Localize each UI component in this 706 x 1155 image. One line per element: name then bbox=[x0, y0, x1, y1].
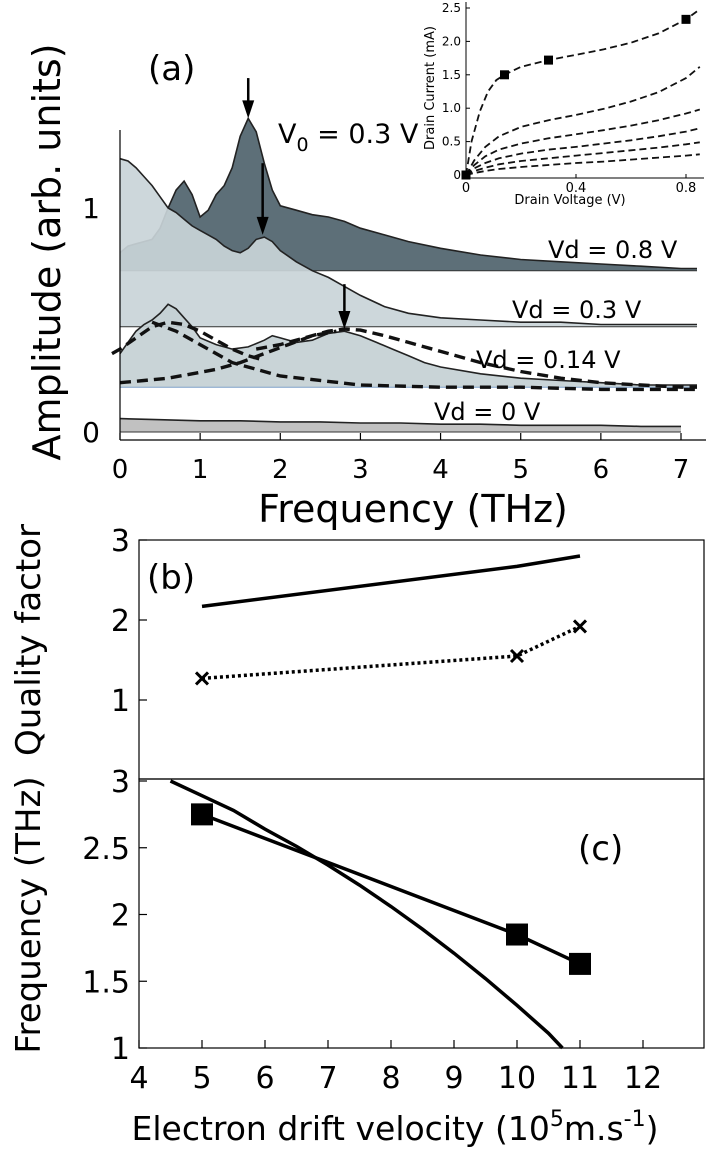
inset-x-tick-label-0: 0 bbox=[462, 181, 470, 196]
v0-annotation: V0 = 0.3 V bbox=[278, 119, 419, 156]
c-x-tick-label-4: 4 bbox=[129, 1061, 148, 1096]
a-x-tick-label-3: 3 bbox=[352, 455, 369, 485]
arrow-head-2 bbox=[338, 310, 351, 329]
curve-label-vd-0.3: Vd = 0.3 V bbox=[512, 296, 642, 324]
inset-iv-plot: 0 0.4 0.8 0 0.5 1.0 1.5 2.0 2.5 Drain Voltage (V… bbox=[422, 0, 706, 222]
inset-y-tick-label-2.5: 2.5 bbox=[442, 1, 461, 15]
inset-point-1 bbox=[500, 70, 509, 80]
series-fill-0 bbox=[120, 118, 697, 271]
a-x-tick-label-6: 6 bbox=[593, 455, 610, 485]
inset-x-axis-title: Drain Voltage (V) bbox=[514, 193, 625, 208]
c-experiment-point-1 bbox=[506, 923, 528, 946]
panel-c-label: (c) bbox=[578, 829, 623, 869]
b-y-tick-label-2: 2 bbox=[111, 604, 130, 639]
c-experiment-point-0 bbox=[191, 803, 213, 826]
arrow-head-0 bbox=[242, 100, 255, 119]
panel-b-label: (b) bbox=[147, 558, 195, 598]
a-x-tick-label-5: 5 bbox=[512, 455, 529, 485]
b-experiment-point-2 bbox=[572, 619, 588, 634]
c-x-tick-label-11: 11 bbox=[561, 1061, 599, 1096]
curve-label-vd-0: Vd = 0 V bbox=[434, 398, 541, 426]
inset-y-tick-label-1.0: 1.0 bbox=[442, 101, 461, 115]
panel-c: 4 5 6 7 8 9 10 11 12 1 1.5 2 2.5 3 (c) Frequency (THz… bbox=[9, 765, 705, 1148]
c-x-tick-label-10: 10 bbox=[498, 1061, 536, 1096]
c-x-tick-label-7: 7 bbox=[318, 1061, 337, 1096]
a-x-tick-label-4: 4 bbox=[432, 455, 449, 485]
a-y-axis-title: Amplitude (arb. units) bbox=[25, 43, 69, 460]
inset-point-3 bbox=[681, 14, 691, 24]
b-experiment-point-1 bbox=[509, 648, 525, 664]
c-theory-curve bbox=[169, 779, 564, 1050]
c-x-tick-label-9: 9 bbox=[444, 1061, 463, 1096]
fit-curve-2 bbox=[119, 329, 337, 385]
inset-y-tick-label-0: 0 bbox=[453, 168, 461, 182]
inset-curve-1 bbox=[465, 66, 701, 176]
b-y-axis-title: Quality factor bbox=[9, 524, 49, 756]
series-line-2 bbox=[119, 303, 697, 386]
b-y-tick-label-1: 1 bbox=[111, 684, 130, 719]
inset-curve-5 bbox=[465, 153, 700, 176]
series-line-3 bbox=[119, 417, 681, 428]
a-x-tick-label-1: 1 bbox=[192, 455, 209, 485]
c-x-tick-label-6: 6 bbox=[255, 1061, 274, 1096]
c-y-tick-label-2: 2 bbox=[111, 899, 130, 934]
a-y-tick-label-0: 0 bbox=[82, 416, 100, 449]
a-x-tick-label-0: 0 bbox=[112, 455, 129, 485]
curve-label-vd-0.14: Vd = 0.14 V bbox=[476, 346, 621, 374]
inset-curve-4 bbox=[465, 141, 700, 176]
panel-a: 0 1 2 3 4 5 6 7 0 1 (a) V0 = 0.3 V Vd = 0.8 V Vd … bbox=[25, 43, 706, 531]
curve-label-vd-0.8: Vd = 0.8 V bbox=[548, 236, 678, 264]
inset-point-2 bbox=[544, 55, 553, 65]
inset-y-tick-label-2.0: 2.0 bbox=[442, 34, 461, 48]
c-x-tick-label-8: 8 bbox=[381, 1061, 400, 1096]
inset-curve-0 bbox=[465, 8, 701, 176]
c-x-tick-label-5: 5 bbox=[192, 1061, 211, 1096]
fit-curve-3 bbox=[151, 320, 697, 392]
fit-curve-0 bbox=[111, 320, 265, 362]
fit-curve-1 bbox=[255, 327, 697, 389]
a-x-tick-label-7: 7 bbox=[673, 455, 690, 485]
c-y-tick-label-2.5: 2.5 bbox=[82, 832, 130, 867]
b-y-tick-label-3: 3 bbox=[111, 524, 130, 559]
panel-a-label: (a) bbox=[148, 49, 195, 89]
c-y-tick-label-3: 3 bbox=[111, 765, 130, 800]
c-y-tick-label-1: 1 bbox=[111, 1032, 130, 1067]
series-fill-2 bbox=[120, 304, 697, 388]
inset-y-tick-label-1.5: 1.5 bbox=[442, 68, 461, 82]
arrow-head-1 bbox=[256, 216, 269, 235]
series-line-1 bbox=[119, 157, 697, 326]
inset-x-tick-label-0.8: 0.8 bbox=[676, 181, 697, 196]
c-y-tick-label-1.5: 1.5 bbox=[82, 965, 130, 1000]
c-x-axis-title: Electron drift velocity (105m.s-1) bbox=[132, 1107, 659, 1148]
c-y-axis-title: Frequency (THz) bbox=[9, 776, 49, 1053]
b-experiment-point-0 bbox=[194, 671, 210, 686]
a-x-tick-label-2: 2 bbox=[272, 455, 289, 485]
inset-curve-2 bbox=[465, 108, 701, 176]
panel-b: 1 2 3 (b) Quality factor bbox=[9, 524, 705, 780]
c-plot-frame bbox=[138, 778, 705, 1049]
series-fill-1 bbox=[120, 158, 697, 327]
b-plot-frame bbox=[138, 539, 705, 780]
c-experiment-point-2 bbox=[569, 952, 591, 975]
c-x-tick-label-12: 12 bbox=[624, 1061, 662, 1096]
inset-curve-3 bbox=[465, 127, 701, 176]
inset-background bbox=[422, 0, 706, 222]
inset-y-axis-title: Drain Current (mA) bbox=[423, 26, 438, 150]
inset-y-tick-label-0.5: 0.5 bbox=[442, 135, 461, 149]
a-x-axis-title: Frequency (THz) bbox=[258, 487, 568, 531]
b-experiment-line bbox=[201, 624, 581, 681]
b-theory-line bbox=[201, 554, 581, 609]
inset-x-tick-label-0.4: 0.4 bbox=[566, 181, 587, 196]
a-y-tick-label-1: 1 bbox=[82, 192, 100, 225]
